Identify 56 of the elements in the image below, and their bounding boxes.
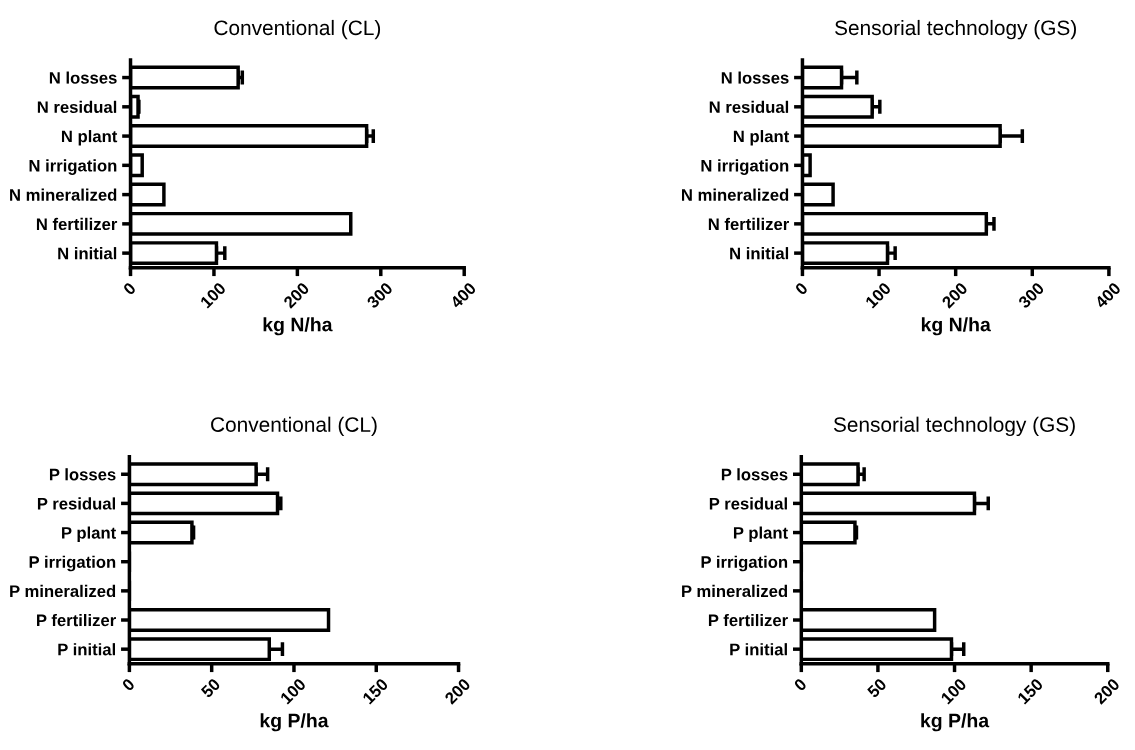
y-tick-label: N plant	[733, 130, 790, 146]
y-tick-label: N losses	[721, 71, 789, 84]
x-tick-label: 100	[940, 677, 968, 705]
x-tick-label: 50	[200, 677, 221, 699]
x-axis-title: kg N/ha	[921, 317, 991, 336]
chart-title: Conventional (CL)	[214, 19, 381, 40]
y-tick-label: P fertilizer	[37, 613, 116, 627]
x-tick-label: 200	[443, 677, 472, 705]
x-tick-label: 0	[122, 281, 137, 296]
x-tick-label: 0	[121, 677, 136, 692]
y-tick-label: N mineralized	[682, 188, 789, 201]
y-tick-label: P irrigation	[29, 555, 116, 572]
y-tick-label: P losses	[721, 468, 788, 481]
y-tick-label: N mineralized	[10, 188, 117, 201]
y-tick-label: P mineralized	[682, 584, 788, 598]
chart-title: Sensorial technology (GS)	[833, 416, 1075, 437]
x-axis-title: kg N/ha	[263, 317, 333, 336]
x-tick-label: 200	[282, 281, 310, 309]
y-tick-label: P residual	[709, 497, 787, 510]
x-tick-label: 200	[1093, 677, 1121, 705]
x-tick-label: 400	[1094, 281, 1122, 310]
x-tick-label: 150	[361, 677, 389, 705]
y-tick-label: N irrigation	[29, 159, 117, 175]
y-tick-label: N residual	[37, 100, 117, 114]
y-tick-label: N fertilizer	[36, 217, 118, 231]
chart-title: Sensorial technology (GS)	[835, 19, 1076, 40]
y-tick-label: N fertilizer	[708, 217, 789, 231]
x-axis-title: kg P/ha	[921, 713, 990, 732]
x-tick-label: 300	[1017, 281, 1045, 310]
y-tick-label: P mineralized	[10, 584, 116, 598]
x-tick-label: 0	[794, 281, 809, 296]
y-tick-label: P residual	[37, 497, 116, 510]
x-tick-label: 100	[864, 281, 892, 309]
y-tick-label: P losses	[49, 468, 116, 481]
x-axis-title: kg P/ha	[260, 713, 329, 732]
y-tick-label: N initial	[58, 247, 117, 260]
y-tick-label: P plant	[62, 526, 116, 543]
x-tick-label: 100	[199, 281, 227, 309]
x-tick-label: 100	[279, 677, 307, 705]
y-tick-label: N residual	[709, 100, 789, 114]
chart-title: Conventional (CL)	[211, 416, 377, 437]
x-tick-label: 150	[1016, 677, 1044, 705]
y-tick-label: P irrigation	[701, 555, 788, 572]
y-tick-label: P initial	[58, 643, 116, 656]
y-tick-label: P initial	[730, 643, 787, 656]
y-tick-label: P plant	[733, 526, 788, 543]
x-tick-label: 400	[449, 281, 477, 310]
y-tick-label: N losses	[49, 71, 117, 84]
y-tick-label: N initial	[730, 247, 789, 260]
x-tick-label: 300	[366, 281, 394, 310]
y-tick-label: N plant	[61, 130, 118, 146]
y-tick-label: P fertilizer	[708, 613, 788, 627]
y-tick-label: N irrigation	[701, 159, 789, 175]
x-tick-label: 0	[793, 677, 808, 692]
x-tick-label: 200	[941, 281, 969, 309]
x-tick-label: 50	[866, 677, 888, 699]
